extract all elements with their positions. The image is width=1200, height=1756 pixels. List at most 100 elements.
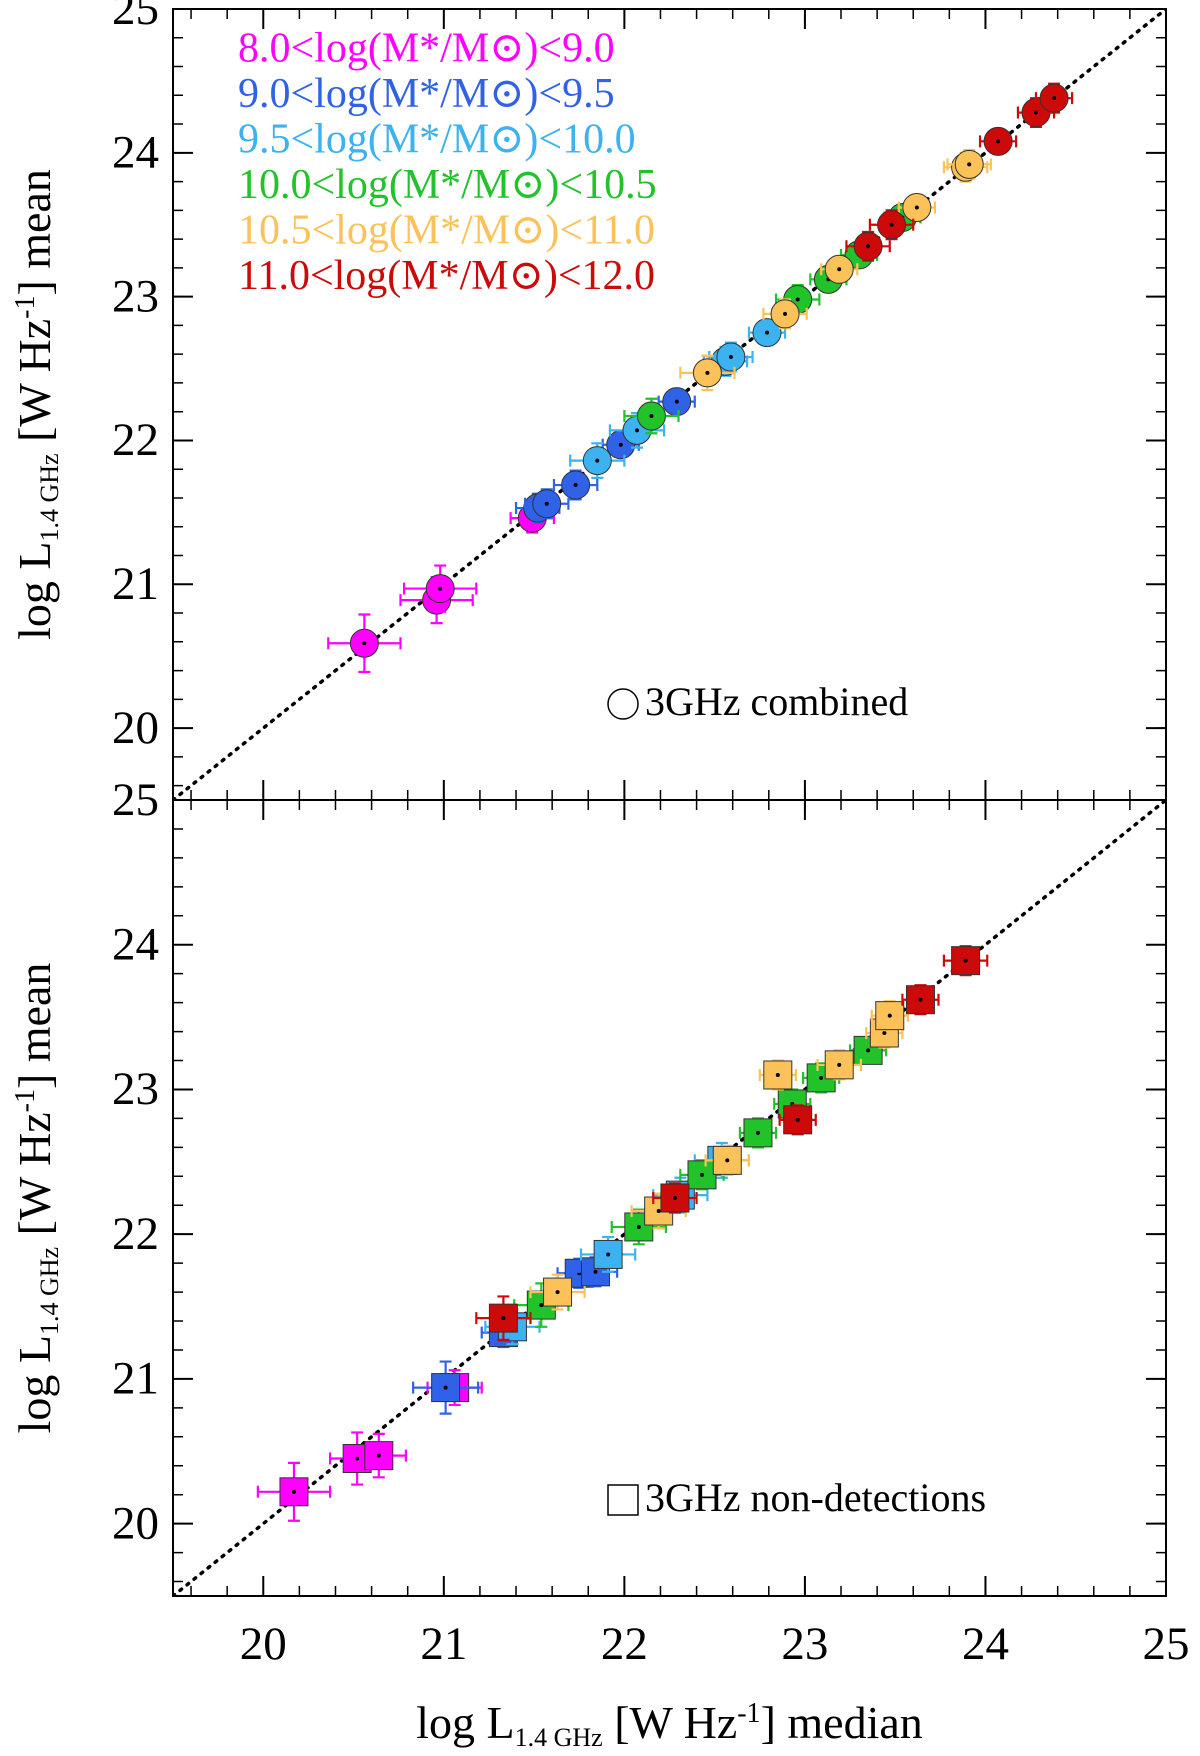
point-center	[593, 1269, 598, 1274]
one-to-one-line	[173, 800, 1166, 1596]
y-tick-label: 20	[112, 1497, 159, 1549]
point-center	[674, 399, 679, 404]
point-center	[699, 1172, 704, 1177]
point-center	[914, 205, 919, 210]
label-part: -1	[737, 1698, 760, 1729]
y-tick-label: 20	[112, 702, 159, 754]
point-center	[819, 1075, 824, 1080]
point	[488, 1303, 518, 1333]
point-center	[636, 1224, 641, 1229]
label-part: ] median	[761, 1697, 923, 1748]
legend-entry: 9.5<log(M*/M⊙)<10.0	[238, 117, 636, 163]
y-tick-label: 23	[112, 270, 159, 322]
point-center	[362, 641, 367, 646]
annotation: 3GHz combined	[645, 679, 908, 724]
y-axis-label: log L1.4 GHz [W Hz-1] mean	[9, 169, 64, 640]
point-center	[635, 428, 640, 433]
y-tick-label: 23	[112, 1063, 159, 1115]
annotation: 3GHz non-detections	[645, 1475, 986, 1520]
x-tick-label: 23	[781, 1618, 828, 1670]
label-part: [W Hz	[603, 1697, 738, 1748]
point-center	[291, 1489, 296, 1494]
point-center	[918, 997, 923, 1002]
point-center	[595, 458, 600, 463]
point-center	[775, 1072, 780, 1077]
plot-area	[173, 9, 1166, 800]
annotation-symbol	[607, 1484, 639, 1516]
x-tick-label: 20	[240, 1618, 287, 1670]
point-center	[501, 1316, 506, 1321]
legend-entry: 10.5<log(M*/M⊙)<11.0	[238, 208, 655, 254]
label-part: log L	[9, 1335, 60, 1433]
y-tick-label: 25	[112, 774, 159, 826]
point-center	[1034, 110, 1039, 115]
point-center	[606, 1252, 611, 1257]
point-center	[967, 162, 972, 167]
point-center	[544, 501, 549, 506]
x-tick-label: 24	[962, 1618, 1009, 1670]
plot-area	[173, 800, 1166, 1596]
label-part: [W Hz	[9, 1112, 60, 1247]
point-center	[438, 586, 443, 591]
point	[824, 1050, 854, 1080]
point-center	[889, 222, 894, 227]
point-center	[882, 1031, 887, 1036]
label-part: [W Hz	[9, 319, 60, 454]
y-tick-label: 24	[112, 127, 159, 179]
y-tick-label: 25	[112, 0, 159, 35]
point-center	[866, 1048, 871, 1053]
label-part: 1.4 GHz	[35, 453, 64, 541]
point-center	[837, 267, 842, 272]
point-center	[963, 958, 968, 963]
point-center	[672, 1196, 677, 1200]
label-part: 1.4 GHz	[35, 1247, 64, 1335]
point-center	[755, 1130, 760, 1135]
point-center	[795, 1117, 800, 1122]
y-tick-label: 21	[112, 1353, 159, 1405]
x-axis-label: log L1.4 GHz [W Hz-1] median	[416, 1697, 923, 1752]
point-center	[728, 355, 733, 360]
point-center	[795, 297, 800, 302]
legend-entry: 10.0<log(M*/M⊙)<10.5	[238, 162, 657, 208]
point-center	[355, 1456, 360, 1461]
label-part: log L	[416, 1697, 514, 1748]
point-center	[376, 1453, 381, 1458]
point-center	[555, 1290, 560, 1295]
point-center	[783, 311, 788, 316]
point-center	[656, 1209, 661, 1214]
y-tick-label: 22	[112, 414, 159, 466]
label-part: log L	[9, 542, 60, 640]
y-tick-label: 22	[112, 1208, 159, 1260]
point-center	[573, 483, 578, 488]
legend-entry: 8.0<log(M*/M⊙)<9.0	[238, 26, 615, 72]
legend-entry: 11.0<log(M*/M⊙)<12.0	[238, 253, 655, 299]
point	[783, 1105, 813, 1135]
y-tick-label: 24	[112, 919, 159, 971]
legend-entry: 9.0<log(M*/M⊙)<9.5	[238, 71, 615, 117]
y-tick-label: 21	[112, 558, 159, 610]
point-center	[725, 1158, 730, 1163]
point-center	[837, 1062, 842, 1067]
point-center	[764, 330, 769, 335]
point	[875, 1001, 905, 1031]
point-center	[443, 1385, 448, 1390]
point-center	[539, 1303, 544, 1308]
label-part: -1	[10, 296, 41, 319]
point-center	[649, 414, 654, 419]
point-center	[866, 244, 871, 249]
annotation-symbol	[607, 688, 639, 720]
label-part: -1	[10, 1089, 41, 1112]
point-center	[1052, 96, 1057, 101]
x-tick-label: 21	[420, 1618, 467, 1670]
point-center	[996, 139, 1001, 144]
point-center	[618, 442, 623, 447]
x-tick-label: 25	[1143, 1618, 1190, 1670]
axes-frame	[172, 799, 1167, 1597]
point-center	[705, 370, 710, 375]
label-part: 1.4 GHz	[515, 1723, 603, 1752]
x-tick-label: 22	[601, 1618, 648, 1670]
label-part: ] mean	[9, 169, 60, 295]
point-center	[887, 1013, 892, 1018]
y-axis-label: log L1.4 GHz [W Hz-1] mean	[9, 963, 64, 1434]
